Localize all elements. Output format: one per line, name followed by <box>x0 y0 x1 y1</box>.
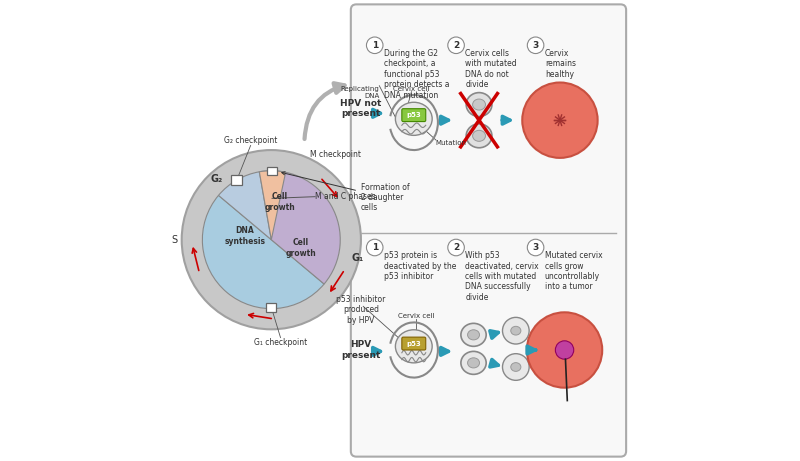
Bar <box>231 175 242 185</box>
Wedge shape <box>202 195 324 308</box>
Text: Cervix cells
with mutated
DNA do not
divide: Cervix cells with mutated DNA do not div… <box>466 49 517 89</box>
Text: p53: p53 <box>406 341 421 347</box>
Text: Cell
growth: Cell growth <box>286 238 317 258</box>
Circle shape <box>502 317 529 344</box>
Text: Cervix cell: Cervix cell <box>394 86 430 92</box>
Text: Mutated cervix
cells grow
uncontrollably
into a tumor: Mutated cervix cells grow uncontrollably… <box>545 251 602 291</box>
Text: 1: 1 <box>371 41 378 50</box>
Text: G₁ checkpoint: G₁ checkpoint <box>254 337 307 347</box>
Circle shape <box>527 312 602 388</box>
Circle shape <box>522 83 598 158</box>
Ellipse shape <box>395 330 432 363</box>
FancyBboxPatch shape <box>402 337 426 350</box>
Text: Cell
growth: Cell growth <box>264 192 295 212</box>
FancyBboxPatch shape <box>351 4 626 457</box>
Wedge shape <box>218 172 271 240</box>
Text: 2: 2 <box>453 41 459 50</box>
Text: 1: 1 <box>371 243 378 252</box>
Text: Replicating
DNA: Replicating DNA <box>341 86 379 99</box>
Text: With p53
deactivated, cervix
cells with mutated
DNA successfully
divide: With p53 deactivated, cervix cells with … <box>466 251 539 302</box>
Ellipse shape <box>467 358 479 368</box>
Text: p53 inhibitor
produced
by HPV: p53 inhibitor produced by HPV <box>336 295 386 325</box>
Circle shape <box>448 37 464 53</box>
Ellipse shape <box>510 326 521 335</box>
Circle shape <box>527 37 544 53</box>
Bar <box>266 303 276 312</box>
Circle shape <box>182 150 361 329</box>
Ellipse shape <box>510 363 521 372</box>
Text: Formation of
2 daughter
cells: Formation of 2 daughter cells <box>282 172 410 213</box>
Circle shape <box>502 354 529 380</box>
Text: Mutation: Mutation <box>436 140 467 146</box>
Text: During the G2
checkpoint, a
functional p53
protein detects a
DNA mutation: During the G2 checkpoint, a functional p… <box>384 49 450 100</box>
Wedge shape <box>259 171 340 284</box>
Text: 3: 3 <box>533 243 538 252</box>
Text: G₁: G₁ <box>352 253 364 262</box>
Text: G₂: G₂ <box>210 174 223 183</box>
Ellipse shape <box>395 102 432 136</box>
Text: Cervix cell: Cervix cell <box>398 313 434 319</box>
Bar <box>267 166 277 175</box>
Text: DNA
synthesis: DNA synthesis <box>225 226 266 246</box>
Circle shape <box>366 239 383 256</box>
FancyArrowPatch shape <box>305 83 345 139</box>
Text: p53: p53 <box>406 112 421 118</box>
Ellipse shape <box>466 93 492 117</box>
Ellipse shape <box>461 351 486 374</box>
Circle shape <box>527 239 544 256</box>
Ellipse shape <box>473 130 486 142</box>
Text: 3: 3 <box>533 41 538 50</box>
Text: p53 protein is
deactivated by the
p53 inhibitor: p53 protein is deactivated by the p53 in… <box>384 251 456 281</box>
Ellipse shape <box>466 124 492 148</box>
Ellipse shape <box>467 330 479 340</box>
Circle shape <box>448 239 464 256</box>
Ellipse shape <box>473 99 486 110</box>
Wedge shape <box>259 171 286 240</box>
Circle shape <box>202 171 340 308</box>
Text: S: S <box>171 235 177 245</box>
Text: M and C phases: M and C phases <box>315 192 375 201</box>
Text: HPV
present: HPV present <box>342 340 381 360</box>
Ellipse shape <box>461 323 486 346</box>
Circle shape <box>555 341 574 359</box>
Text: HPV not
present: HPV not present <box>340 99 382 118</box>
Circle shape <box>366 37 383 53</box>
FancyBboxPatch shape <box>402 109 426 122</box>
Text: Cervix
remains
healthy: Cervix remains healthy <box>545 49 576 79</box>
Text: G₂ checkpoint: G₂ checkpoint <box>224 136 278 146</box>
Text: 2: 2 <box>453 243 459 252</box>
Text: M checkpoint: M checkpoint <box>310 150 362 159</box>
